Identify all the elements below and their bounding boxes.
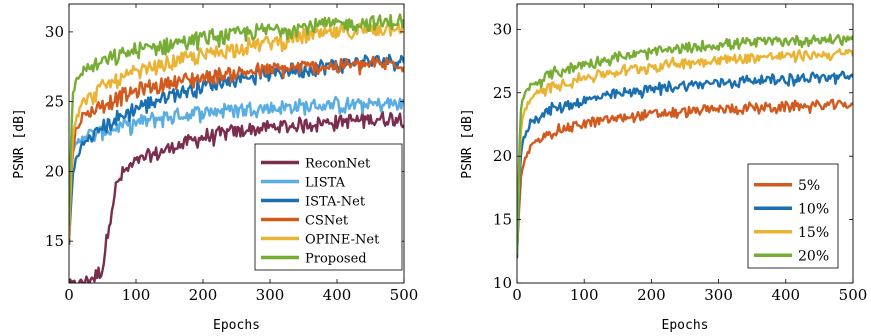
x-tick-label: 400 bbox=[771, 286, 800, 304]
legend-label: 5% bbox=[798, 178, 820, 194]
x-tick-label: 200 bbox=[189, 286, 218, 304]
x-tick-label: 100 bbox=[122, 286, 151, 304]
y-tick-label: 15 bbox=[493, 211, 512, 229]
series-line-reconnet bbox=[69, 110, 404, 283]
chart-1: 0 100 200 300 400 500 15 20 25 30 Epochs PSNR [dB] R… bbox=[12, 3, 419, 333]
chart-2: 0 100 200 300 400 500 10 15 20 25 30 Epochs PSNR [dB… bbox=[460, 3, 868, 333]
legend-label: ReconNet bbox=[305, 157, 371, 172]
y-axis-title: PSNR [dB] bbox=[12, 108, 27, 178]
series-line-5- bbox=[517, 98, 853, 251]
x-tick-label: 0 bbox=[512, 286, 522, 304]
legend-label: OPINE-Net bbox=[305, 233, 380, 248]
x-tick-label: 400 bbox=[323, 286, 352, 304]
series-line-ista-net bbox=[69, 53, 404, 245]
series-line-opine-net bbox=[69, 18, 404, 239]
series-line-lista bbox=[69, 95, 404, 223]
series-line-15- bbox=[517, 48, 853, 254]
legend-label: 20% bbox=[798, 248, 829, 264]
y-tick-label: 20 bbox=[493, 147, 512, 165]
x-tick-label: 0 bbox=[64, 286, 74, 304]
x-tick-label: 500 bbox=[390, 286, 419, 304]
series-group bbox=[517, 33, 853, 259]
series-line-proposed bbox=[69, 13, 404, 227]
legend-label: ISTA-Net bbox=[305, 195, 366, 210]
y-tick-label: 30 bbox=[45, 23, 64, 41]
series-line-csnet bbox=[69, 55, 404, 245]
y-tick-label: 30 bbox=[493, 20, 512, 38]
x-axis-title: Epochs bbox=[213, 318, 260, 333]
y-tick-label: 20 bbox=[45, 162, 64, 180]
legend-label: 10% bbox=[798, 201, 829, 217]
legend-label: 15% bbox=[798, 225, 829, 241]
y-tick-label: 25 bbox=[45, 93, 64, 111]
x-tick-label: 500 bbox=[839, 286, 868, 304]
plot-frame bbox=[68, 3, 405, 284]
series-line-10- bbox=[517, 70, 853, 259]
legend: 5% 10% 15% 20% bbox=[747, 163, 839, 269]
legend-box bbox=[254, 143, 403, 271]
x-tick-label: 300 bbox=[256, 286, 285, 304]
x-tick-label: 100 bbox=[570, 286, 599, 304]
legend-box bbox=[747, 163, 839, 269]
legend: ReconNet LISTA ISTA-Net CSNet OPINE-Net Propo… bbox=[254, 143, 403, 271]
plot-frame bbox=[516, 3, 854, 284]
series-line-20- bbox=[517, 33, 853, 254]
legend-label: Proposed bbox=[305, 252, 367, 267]
y-axis-title: PSNR [dB] bbox=[460, 108, 475, 178]
legend-label: LISTA bbox=[305, 176, 346, 191]
series-group bbox=[69, 13, 404, 283]
legend-label: CSNet bbox=[305, 214, 349, 229]
x-tick-label: 300 bbox=[704, 286, 733, 304]
y-tick-label: 10 bbox=[493, 274, 512, 292]
y-tick-label: 25 bbox=[493, 84, 512, 102]
x-axis-title: Epochs bbox=[662, 318, 709, 333]
x-tick-label: 200 bbox=[637, 286, 666, 304]
y-tick-label: 15 bbox=[45, 232, 64, 250]
